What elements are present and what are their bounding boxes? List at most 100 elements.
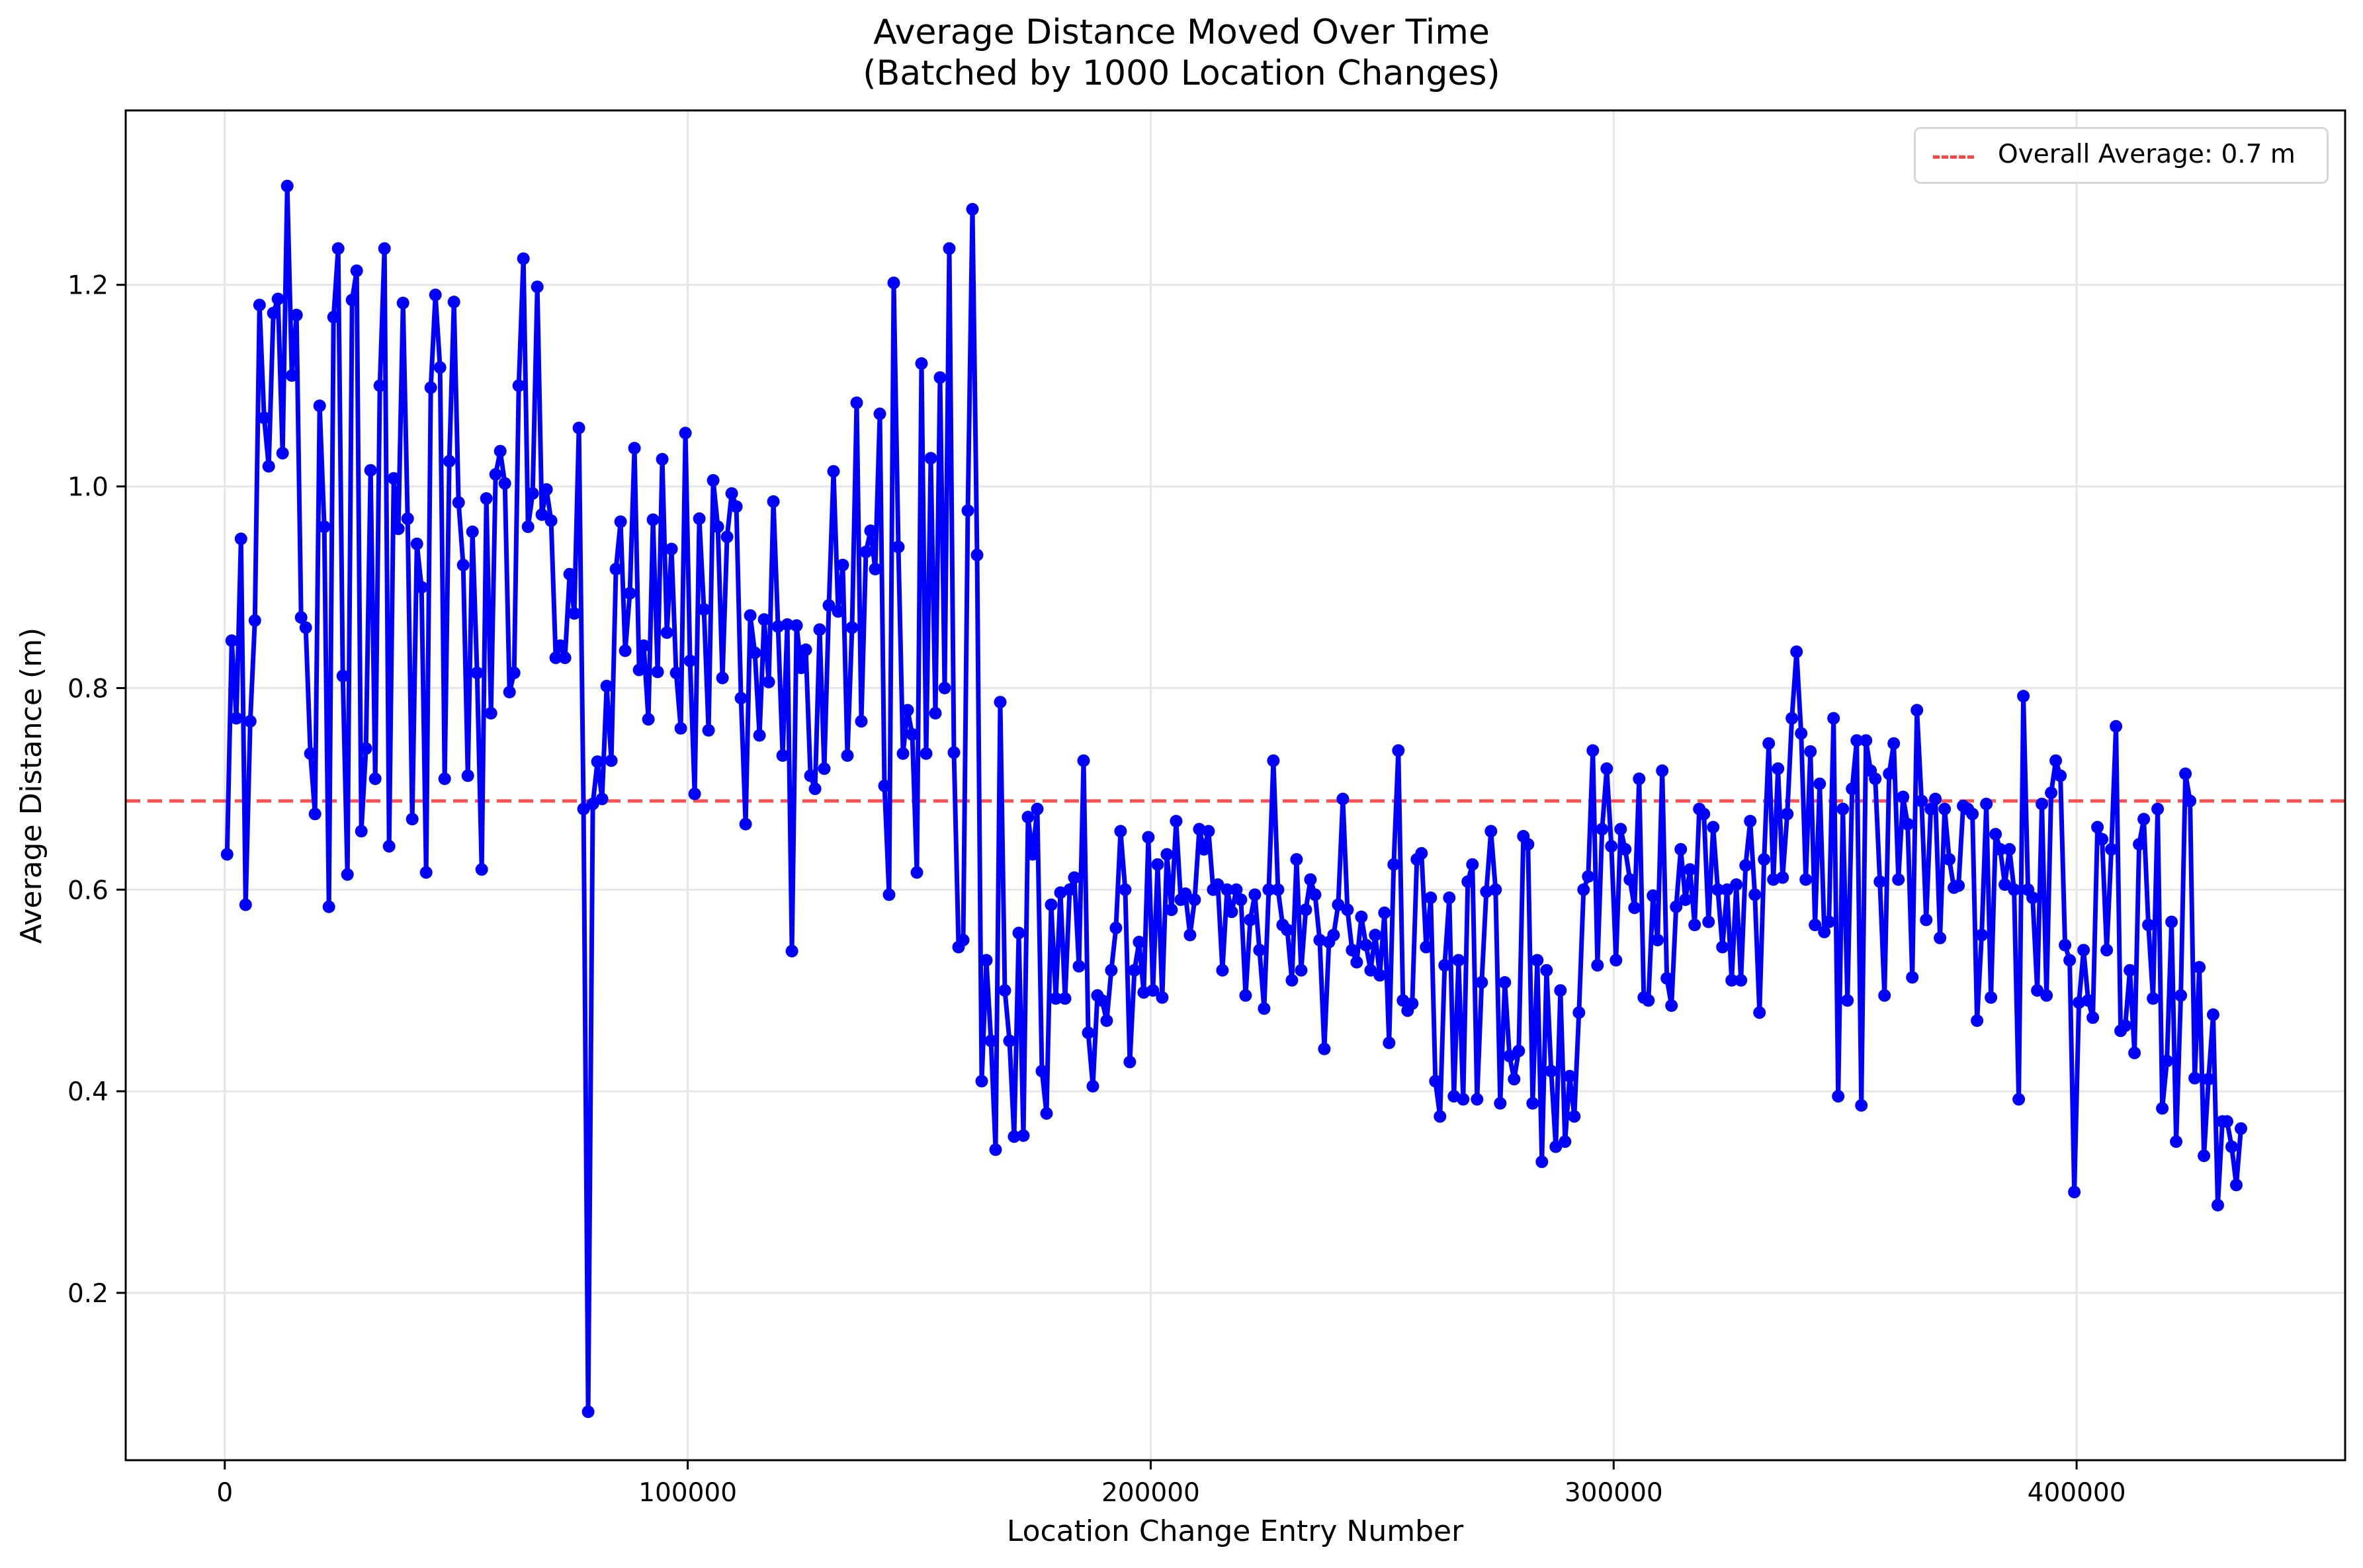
data-series-line bbox=[220, 179, 2247, 1419]
data-point-marker bbox=[1850, 734, 1864, 747]
data-point-marker bbox=[623, 587, 636, 600]
data-point-marker bbox=[929, 707, 942, 720]
data-point-marker bbox=[1003, 1034, 1016, 1048]
data-point-marker bbox=[1952, 879, 1965, 892]
data-point-marker bbox=[1429, 1075, 1442, 1088]
data-point-marker bbox=[1350, 956, 1363, 969]
data-point-marker bbox=[762, 675, 775, 688]
data-point-marker bbox=[1721, 883, 1734, 896]
data-point-marker bbox=[1128, 964, 1141, 977]
data-point-marker bbox=[1938, 802, 1952, 815]
data-point-marker bbox=[225, 634, 238, 647]
data-point-marker bbox=[1327, 928, 1340, 942]
legend-dashed-line-icon bbox=[1933, 155, 1974, 159]
data-point-marker bbox=[461, 769, 474, 782]
x-tick-label: 100000 bbox=[638, 1478, 737, 1508]
data-point-marker bbox=[1688, 919, 1701, 932]
data-point-marker bbox=[1058, 992, 1072, 1005]
data-point-marker bbox=[1119, 883, 1132, 896]
data-point-marker bbox=[2170, 1135, 2183, 1148]
data-point-marker bbox=[2059, 938, 2072, 952]
data-point-marker bbox=[1188, 893, 1201, 906]
data-point-marker bbox=[271, 292, 284, 306]
data-point-marker bbox=[1082, 1026, 1095, 1040]
data-point-marker bbox=[489, 468, 502, 481]
data-point-marker bbox=[725, 487, 738, 500]
data-point-marker bbox=[614, 515, 627, 528]
data-point-marker bbox=[290, 308, 303, 321]
data-point-marker bbox=[1512, 1044, 1525, 1057]
data-point-marker bbox=[1378, 906, 1391, 919]
data-point-marker bbox=[2235, 1122, 2247, 1135]
data-point-marker bbox=[943, 242, 956, 255]
data-point-marker bbox=[2221, 1115, 2233, 1128]
data-point-marker bbox=[2077, 944, 2090, 957]
data-point-marker bbox=[799, 643, 812, 656]
data-point-marker bbox=[1846, 782, 1859, 796]
data-point-marker bbox=[994, 696, 1007, 709]
data-point-marker bbox=[1234, 893, 1248, 906]
data-point-marker bbox=[1526, 1096, 1539, 1110]
data-point-marker bbox=[294, 611, 308, 624]
data-point-marker bbox=[1901, 817, 1914, 831]
data-point-marker bbox=[243, 715, 257, 728]
data-point-marker bbox=[924, 452, 937, 465]
data-point-marker bbox=[822, 598, 836, 612]
data-point-marker bbox=[1318, 1042, 1331, 1055]
data-point-marker bbox=[901, 704, 914, 717]
data-point-marker bbox=[586, 798, 599, 811]
data-point-marker bbox=[466, 525, 479, 538]
data-point-marker bbox=[832, 605, 845, 618]
data-point-marker bbox=[531, 280, 544, 294]
data-point-marker bbox=[1253, 944, 1266, 957]
data-point-marker bbox=[1577, 883, 1590, 896]
data-point-marker bbox=[1911, 704, 1924, 717]
data-point-marker bbox=[526, 487, 539, 500]
data-point-marker bbox=[1484, 825, 1498, 838]
data-point-marker bbox=[322, 900, 335, 913]
data-point-marker bbox=[517, 252, 530, 265]
data-point-marker bbox=[804, 769, 817, 782]
data-point-marker bbox=[827, 465, 840, 478]
data-point-marker bbox=[2091, 821, 2104, 834]
data-point-marker bbox=[2054, 769, 2067, 782]
data-point-marker bbox=[2142, 919, 2155, 932]
data-point-marker bbox=[1642, 994, 1655, 1007]
data-point-marker bbox=[1262, 883, 1275, 896]
data-point-marker bbox=[1679, 893, 1692, 906]
data-point-marker bbox=[1975, 928, 1989, 942]
data-point-marker bbox=[619, 644, 632, 657]
data-point-marker bbox=[1475, 976, 1488, 989]
y-tick-label: 1.0 bbox=[67, 473, 108, 503]
y-tick-label: 1.2 bbox=[67, 271, 108, 301]
data-point-marker bbox=[1647, 889, 1660, 902]
data-point-marker bbox=[841, 749, 854, 762]
data-point-marker bbox=[1466, 858, 1479, 871]
x-axis-ticks: 0 100000 200000 300000 400000 bbox=[216, 1460, 2126, 1508]
data-point-marker bbox=[387, 472, 400, 485]
x-tick-label: 400000 bbox=[2028, 1478, 2126, 1508]
data-point-marker bbox=[544, 514, 558, 527]
data-point-marker bbox=[2165, 915, 2178, 928]
data-point-marker bbox=[1012, 927, 1025, 940]
data-point-marker bbox=[1031, 802, 1044, 815]
data-point-marker bbox=[864, 524, 877, 538]
data-point-marker bbox=[521, 520, 535, 533]
data-point-marker bbox=[1452, 954, 1465, 967]
data-point-marker bbox=[961, 504, 974, 517]
data-point-marker bbox=[2128, 1046, 2141, 1059]
data-point-marker bbox=[350, 264, 363, 277]
data-point-marker bbox=[873, 407, 886, 421]
data-point-marker bbox=[1813, 777, 1826, 790]
data-point-marker bbox=[1869, 772, 1882, 786]
data-point-marker bbox=[1591, 959, 1604, 972]
data-point-marker bbox=[683, 654, 697, 667]
data-point-marker bbox=[2137, 813, 2151, 826]
data-point-marker bbox=[2003, 843, 2016, 856]
data-point-marker bbox=[1258, 1002, 1271, 1015]
data-point-marker bbox=[248, 614, 261, 627]
data-point-marker bbox=[1892, 873, 1905, 886]
data-point-marker bbox=[1985, 991, 1998, 1004]
data-point-marker bbox=[1248, 888, 1262, 901]
data-point-marker bbox=[1929, 792, 1942, 805]
